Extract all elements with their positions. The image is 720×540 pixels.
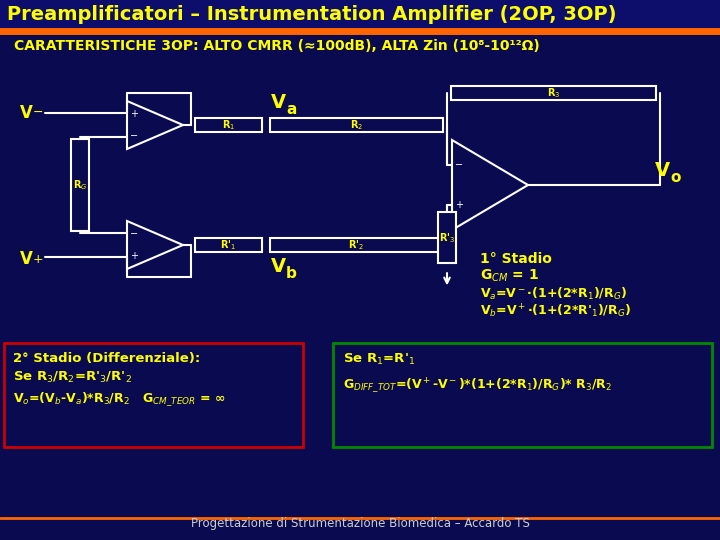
Text: V$_a$=V$^-$·(1+(2*R$_1$)/R$_G$): V$_a$=V$^-$·(1+(2*R$_1$)/R$_G$): [480, 286, 627, 302]
Text: Se R$_3$/R$_2$=R'$_3$/R'$_2$: Se R$_3$/R$_2$=R'$_3$/R'$_2$: [13, 370, 132, 385]
Text: −: −: [455, 160, 463, 170]
FancyBboxPatch shape: [4, 343, 303, 447]
FancyBboxPatch shape: [333, 343, 712, 447]
Text: V$_b$=V$^+$·(1+(2*R'$_1$)/R$_G$): V$_b$=V$^+$·(1+(2*R'$_1$)/R$_G$): [480, 303, 631, 320]
Text: R'$_3$: R'$_3$: [438, 231, 455, 245]
Text: V: V: [20, 104, 33, 122]
Text: R$_G$: R$_G$: [73, 178, 87, 192]
Text: Progettazione di Strumentazione Biomedica – Accardo TS: Progettazione di Strumentazione Biomedic…: [191, 517, 529, 530]
Text: R$_1$: R$_1$: [222, 118, 235, 132]
FancyBboxPatch shape: [270, 238, 443, 252]
Text: V$_o$=(V$_b$-V$_a$)*R$_3$/R$_2$   G$_{CM\_TEOR}$ = ∞: V$_o$=(V$_b$-V$_a$)*R$_3$/R$_2$ G$_{CM\_…: [13, 390, 225, 408]
Text: −: −: [130, 131, 138, 141]
Text: R$_2$: R$_2$: [350, 118, 363, 132]
FancyBboxPatch shape: [195, 238, 262, 252]
Text: +: +: [33, 253, 44, 266]
Text: a: a: [286, 103, 297, 118]
Text: +: +: [130, 251, 138, 261]
Text: R'$_2$: R'$_2$: [348, 238, 364, 252]
FancyBboxPatch shape: [0, 0, 720, 30]
FancyBboxPatch shape: [451, 86, 656, 100]
Text: −: −: [33, 106, 43, 119]
FancyBboxPatch shape: [195, 118, 262, 132]
Text: CARATTERISTICHE 3OP: ALTO CMRR (≈100dB), ALTA Zin (10⁸-10¹²Ω): CARATTERISTICHE 3OP: ALTO CMRR (≈100dB),…: [14, 39, 540, 53]
FancyBboxPatch shape: [270, 118, 443, 132]
Text: 2° Stadio (Differenziale):: 2° Stadio (Differenziale):: [13, 352, 200, 365]
Text: G$_{DIFF\_TOT}$=(V$^+$-V$^-$)*(1+(2*R$_1$)/R$_G$)* R$_3$/R$_2$: G$_{DIFF\_TOT}$=(V$^+$-V$^-$)*(1+(2*R$_1…: [343, 377, 612, 396]
FancyBboxPatch shape: [438, 212, 456, 263]
Text: V: V: [271, 258, 286, 276]
Text: V: V: [271, 93, 286, 112]
Text: Se R$_1$=R'$_1$: Se R$_1$=R'$_1$: [343, 352, 415, 367]
Text: 1° Stadio: 1° Stadio: [480, 252, 552, 266]
Text: V: V: [655, 160, 670, 179]
Text: b: b: [286, 267, 297, 281]
Text: R'$_1$: R'$_1$: [220, 238, 237, 252]
Text: R$_3$: R$_3$: [546, 86, 560, 100]
Text: +: +: [455, 200, 463, 210]
Text: −: −: [130, 229, 138, 239]
FancyBboxPatch shape: [71, 139, 89, 231]
Text: V: V: [20, 250, 33, 268]
Text: G$_{CM}$ = 1: G$_{CM}$ = 1: [480, 268, 539, 285]
Text: +: +: [130, 109, 138, 119]
Text: o: o: [670, 170, 680, 185]
Text: Preamplificatori – Instrumentation Amplifier (2OP, 3OP): Preamplificatori – Instrumentation Ampli…: [7, 5, 616, 24]
